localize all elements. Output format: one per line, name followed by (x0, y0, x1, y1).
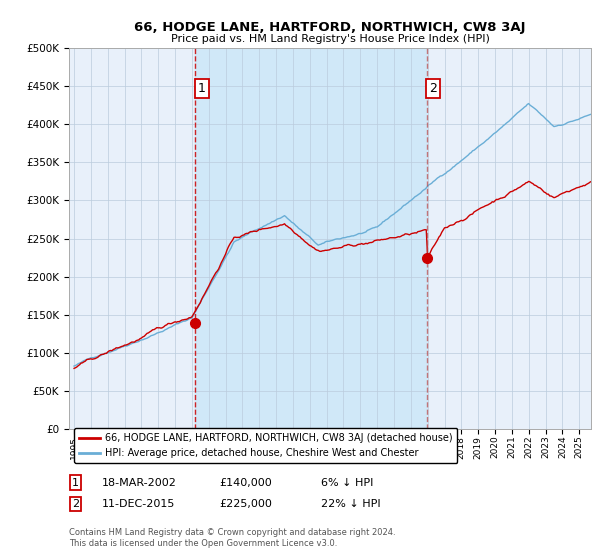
Text: 6% ↓ HPI: 6% ↓ HPI (321, 478, 373, 488)
Text: 18-MAR-2002: 18-MAR-2002 (102, 478, 177, 488)
Text: £140,000: £140,000 (219, 478, 272, 488)
Text: Price paid vs. HM Land Registry's House Price Index (HPI): Price paid vs. HM Land Registry's House … (170, 34, 490, 44)
Text: Contains HM Land Registry data © Crown copyright and database right 2024.
This d: Contains HM Land Registry data © Crown c… (69, 528, 395, 548)
Text: 1: 1 (198, 82, 206, 95)
Text: 2: 2 (72, 499, 79, 509)
Text: 66, HODGE LANE, HARTFORD, NORTHWICH, CW8 3AJ: 66, HODGE LANE, HARTFORD, NORTHWICH, CW8… (134, 21, 526, 34)
Text: 11-DEC-2015: 11-DEC-2015 (102, 499, 175, 509)
Legend: 66, HODGE LANE, HARTFORD, NORTHWICH, CW8 3AJ (detached house), HPI: Average pric: 66, HODGE LANE, HARTFORD, NORTHWICH, CW8… (74, 428, 457, 463)
Bar (196, 48, 427, 430)
Text: £225,000: £225,000 (219, 499, 272, 509)
Text: 22% ↓ HPI: 22% ↓ HPI (321, 499, 380, 509)
Text: 2: 2 (429, 82, 437, 95)
Text: 1: 1 (72, 478, 79, 488)
